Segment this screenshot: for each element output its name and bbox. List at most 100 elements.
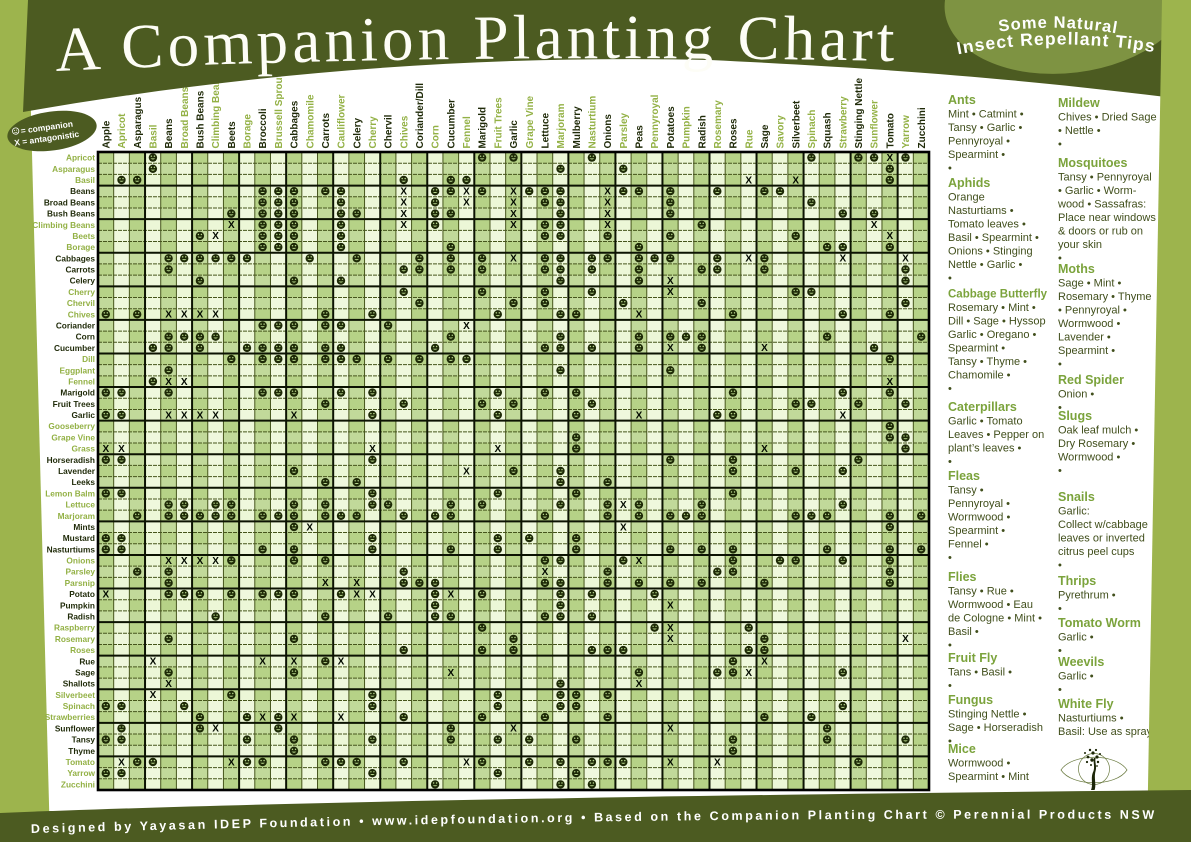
svg-text:Bush Beans: Bush Beans [47, 209, 95, 219]
svg-text:Beets: Beets [72, 231, 95, 241]
svg-text:Chives • Dried Sage: Chives • Dried Sage [1058, 112, 1157, 124]
svg-text:•: • [1058, 645, 1062, 657]
svg-text:& doors or rub on: & doors or rub on [1058, 226, 1143, 238]
svg-text:X: X [902, 634, 909, 645]
svg-text:Cauliflower: Cauliflower [337, 94, 348, 148]
svg-text:X: X [259, 657, 266, 668]
svg-text:Tansy • Thyme •: Tansy • Thyme • [948, 356, 1027, 368]
svg-text:Snails: Snails [1058, 490, 1095, 504]
svg-text:Pyrethrum •: Pyrethrum • [1058, 590, 1116, 602]
svg-text:Apricot: Apricot [117, 113, 128, 149]
svg-text:X: X [792, 175, 799, 186]
svg-text:X: X [871, 220, 878, 231]
svg-text:X: X [197, 556, 204, 567]
svg-text:X: X [181, 310, 188, 321]
svg-text:X: X [400, 187, 407, 198]
svg-text:Onions: Onions [66, 556, 95, 566]
svg-text:•: • [1058, 253, 1062, 265]
svg-text:Aphids: Aphids [948, 176, 990, 190]
svg-text:Apricot: Apricot [66, 153, 95, 163]
svg-text:X: X [463, 321, 470, 332]
svg-text:Strawberries: Strawberries [45, 712, 96, 722]
svg-text:Cabbages: Cabbages [290, 100, 301, 148]
svg-text:leaves or inverted: leaves or inverted [1058, 533, 1145, 545]
svg-text:Shallots: Shallots [63, 679, 96, 689]
svg-text:X: X [604, 209, 611, 220]
svg-text:X: X [165, 310, 172, 321]
svg-text:Spearmint •: Spearmint • [948, 525, 1005, 537]
svg-text:Spearmint •: Spearmint • [948, 149, 1005, 161]
svg-text:Pumpkin: Pumpkin [682, 106, 693, 148]
svg-text:Leaves • Pepper on: Leaves • Pepper on [948, 429, 1044, 441]
svg-text:Marjoram: Marjoram [58, 511, 95, 521]
svg-text:X: X [259, 713, 266, 724]
svg-text:Borage: Borage [66, 242, 95, 252]
svg-text:X: X [369, 444, 376, 455]
svg-text:Chives: Chives [68, 309, 96, 319]
svg-text:Parsley: Parsley [619, 112, 630, 148]
svg-text:Grape Vine: Grape Vine [51, 432, 95, 442]
svg-text:•: • [1058, 560, 1062, 572]
svg-text:• Garlic • Worm-: • Garlic • Worm- [1058, 185, 1137, 197]
svg-text:Brussell Sprouts: Brussell Sprouts [274, 68, 285, 148]
svg-text:A Companion Planting Chart: A Companion Planting Chart [53, 2, 899, 85]
svg-text:Nasturtiams •: Nasturtiams • [948, 205, 1014, 217]
svg-text:X: X [463, 198, 470, 209]
svg-text:•: • [948, 273, 952, 285]
svg-text:Stinging Nettle •: Stinging Nettle • [948, 709, 1027, 721]
svg-text:X: X [463, 757, 470, 768]
svg-text:Rosemary • Mint •: Rosemary • Mint • [948, 302, 1036, 314]
svg-text:Asparagus: Asparagus [52, 164, 95, 174]
svg-text:X: X [212, 724, 219, 735]
svg-text:X: X [306, 522, 313, 533]
svg-text:Broad Beans: Broad Beans [180, 86, 191, 148]
svg-text:Dill • Sage • Hyssop: Dill • Sage • Hyssop [948, 316, 1046, 328]
svg-text:X: X [761, 444, 768, 455]
svg-text:•: • [948, 736, 952, 748]
svg-text:Silverbeet: Silverbeet [55, 690, 95, 700]
svg-text:X: X [667, 623, 674, 634]
svg-text:Grass: Grass [71, 444, 95, 454]
svg-text:•: • [1058, 359, 1062, 371]
svg-text:Basil: Use as spray: Basil: Use as spray [1058, 726, 1153, 738]
svg-text:X: X [463, 466, 470, 477]
svg-text:Lettuce: Lettuce [65, 500, 95, 510]
svg-text:• Nettle •: • Nettle • [1058, 125, 1101, 137]
svg-text:X: X [667, 343, 674, 354]
svg-text:Beans: Beans [70, 186, 95, 196]
svg-text:X: X [604, 187, 611, 198]
svg-text:X: X [228, 220, 235, 231]
svg-text:plant’s leaves •: plant’s leaves • [948, 443, 1022, 455]
svg-text:X: X [212, 556, 219, 567]
svg-text:Fruit Trees: Fruit Trees [53, 399, 96, 409]
svg-text:Tansy •: Tansy • [948, 485, 984, 497]
svg-text:Pennyroyal: Pennyroyal [650, 94, 661, 148]
svg-text:Apple: Apple [101, 120, 112, 148]
svg-text:Bush Beans: Bush Beans [196, 90, 207, 148]
svg-text:Chives: Chives [399, 115, 410, 148]
svg-text:X: X [181, 556, 188, 567]
svg-text:X: X [118, 757, 125, 768]
svg-text:Mints: Mints [73, 522, 95, 532]
svg-text:Carrots: Carrots [65, 265, 95, 275]
svg-text:Lavender •: Lavender • [1058, 332, 1111, 344]
svg-text:•: • [1058, 684, 1062, 696]
svg-text:X: X [636, 410, 643, 421]
svg-text:Leeks: Leeks [71, 477, 95, 487]
svg-text:Horseradish: Horseradish [47, 455, 95, 465]
svg-text:X: X [212, 310, 219, 321]
svg-text:X: X [197, 310, 204, 321]
svg-text:Basil •: Basil • [948, 626, 979, 638]
svg-text:X: X [165, 556, 172, 567]
svg-text:X: X [150, 657, 157, 668]
svg-text:Rue: Rue [79, 656, 95, 666]
svg-text:Basil • Spearmint •: Basil • Spearmint • [948, 232, 1039, 244]
svg-text:Silverbeet: Silverbeet [791, 100, 802, 148]
svg-text:Potatoes: Potatoes [666, 106, 677, 149]
svg-text:Tansy • Rue •: Tansy • Rue • [948, 586, 1014, 598]
svg-text:Sage: Sage [760, 124, 771, 148]
svg-text:X: X [369, 589, 376, 600]
svg-text:Cherry: Cherry [368, 116, 379, 149]
svg-text:Fennel •: Fennel • [948, 539, 989, 551]
svg-text:Tomato: Tomato [885, 113, 896, 148]
